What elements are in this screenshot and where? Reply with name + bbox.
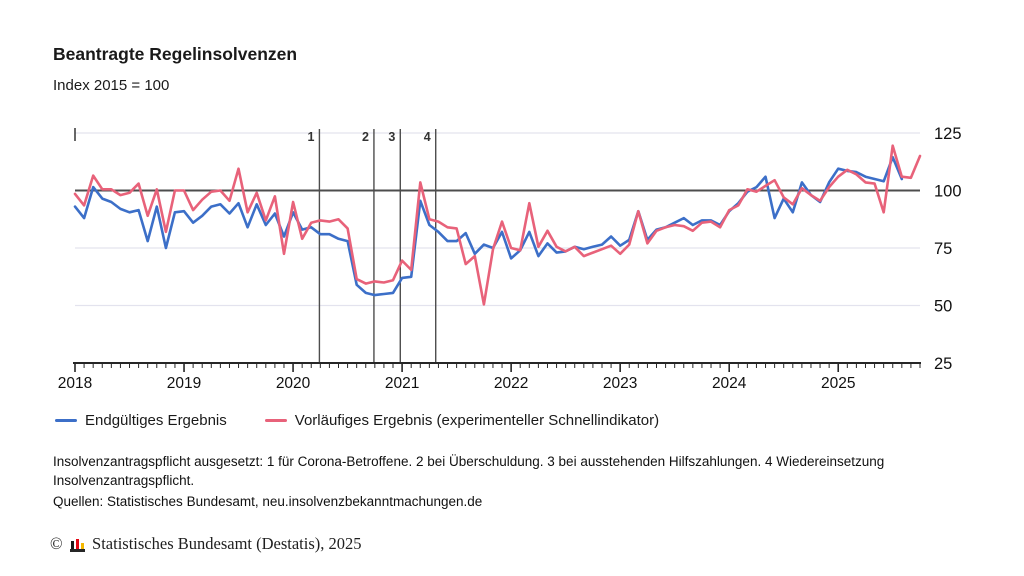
svg-text:25: 25 (934, 355, 952, 373)
page-title: Beantragte Regelinsolvenzen (53, 44, 298, 64)
svg-text:75: 75 (934, 240, 952, 258)
page-subtitle: Index 2015 = 100 (53, 77, 170, 94)
legend-item-preliminary: Vorläufiges Ergebnis (experimenteller Sc… (264, 412, 660, 429)
svg-text:100: 100 (934, 183, 962, 201)
legend-label-preliminary: Vorläufiges Ergebnis (experimenteller Sc… (294, 412, 660, 429)
footnote-sources: Quellen: Statistisches Bundesamt, neu.in… (53, 494, 483, 510)
legend-label-final: Endgültiges Ergebnis (85, 412, 227, 429)
chart-legend: Endgültiges Ergebnis Vorläufiges Ergebni… (55, 412, 659, 429)
destatis-logo-icon (69, 536, 86, 552)
svg-text:2018: 2018 (58, 375, 92, 392)
svg-text:2025: 2025 (821, 375, 855, 392)
copyright-line: © Statistisches Bundesamt (Destatis), 20… (50, 534, 362, 554)
svg-text:1: 1 (307, 130, 314, 144)
svg-text:2023: 2023 (603, 375, 637, 392)
svg-text:3: 3 (388, 130, 395, 144)
footnote-annotations: Insolvenzantragspflicht ausgesetzt: 1 fü… (53, 454, 885, 489)
footnote-block: Insolvenzantragspflicht ausgesetzt: 1 fü… (53, 452, 958, 511)
svg-text:2021: 2021 (385, 375, 419, 392)
svg-text:4: 4 (424, 130, 431, 144)
preliminary-series-swatch (264, 418, 287, 423)
svg-text:125: 125 (934, 125, 962, 143)
legend-item-final: Endgültiges Ergebnis (55, 412, 227, 429)
final-series-swatch (55, 418, 77, 423)
svg-text:2: 2 (362, 130, 369, 144)
copyright-symbol: © (50, 534, 63, 553)
svg-text:2022: 2022 (494, 375, 528, 392)
svg-text:2024: 2024 (712, 375, 747, 392)
insolvency-line-chart: 1 2 3 4 2018 2019 2020 2021 2022 2023 2024 2025 125 1… (58, 125, 962, 392)
svg-text:50: 50 (934, 298, 952, 316)
svg-text:2020: 2020 (276, 375, 311, 392)
copyright-text: Statistisches Bundesamt (Destatis), 2025 (92, 534, 362, 553)
svg-text:2019: 2019 (167, 375, 201, 392)
